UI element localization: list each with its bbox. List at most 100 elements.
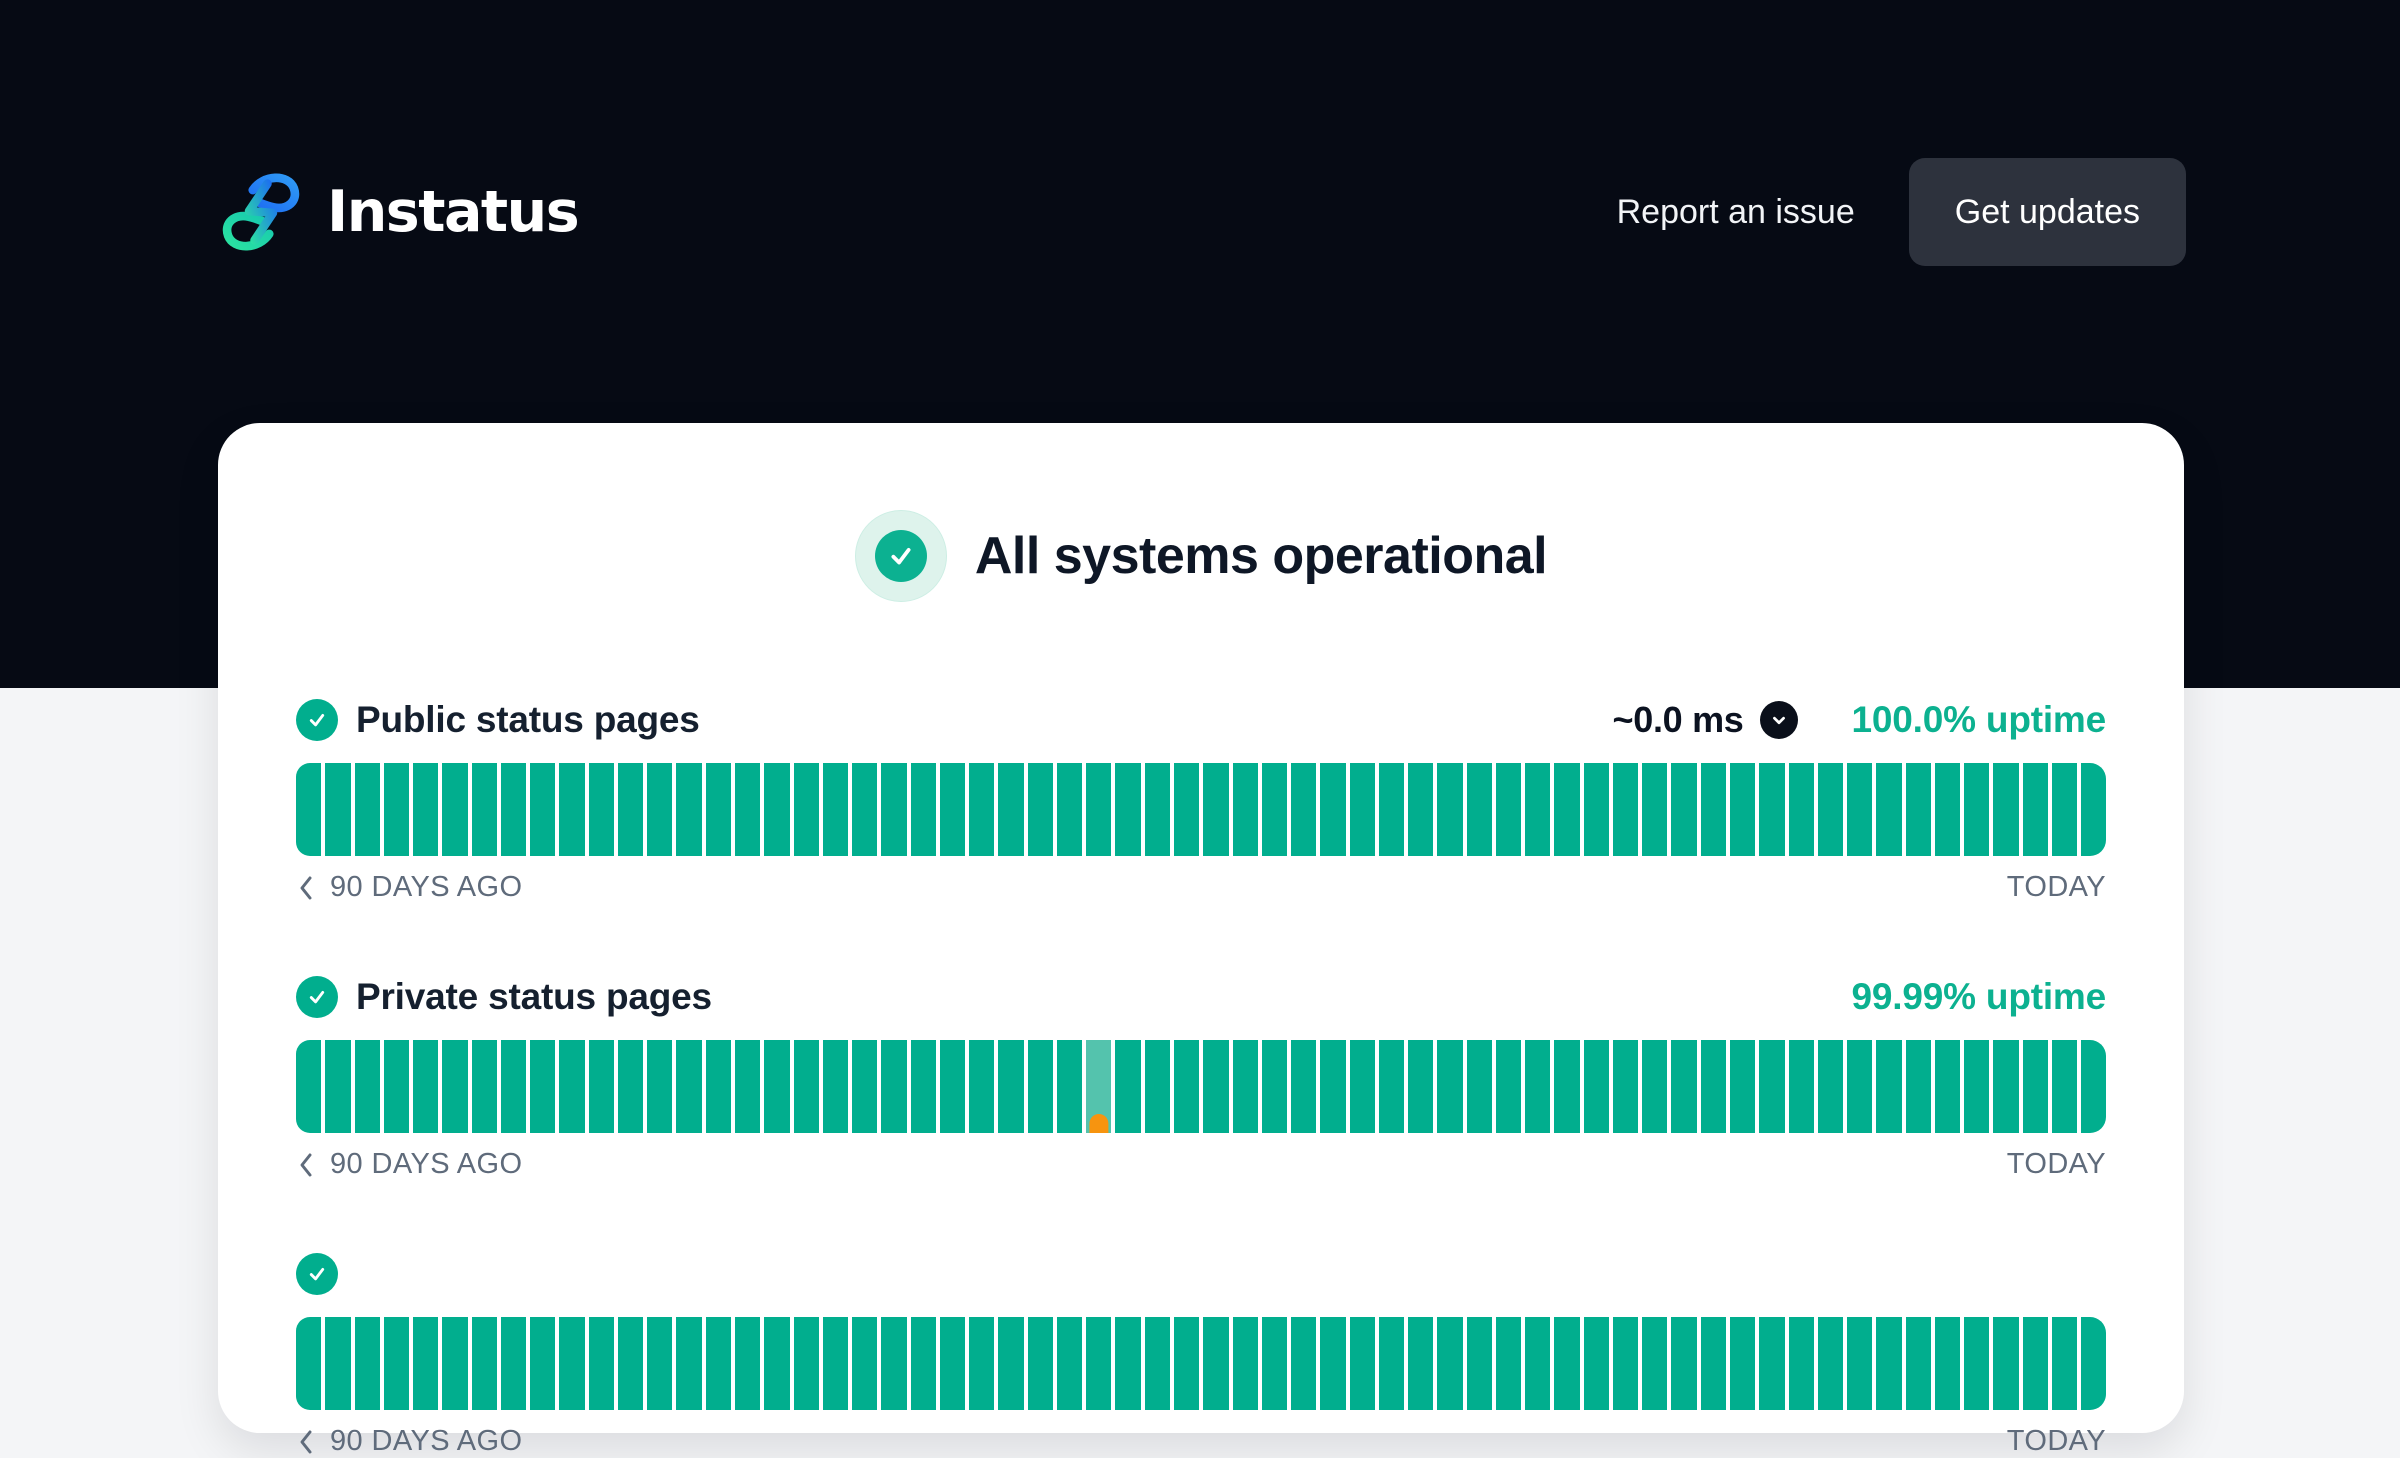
uptime-bar-segment[interactable] xyxy=(1320,763,1346,856)
uptime-bar-segment[interactable] xyxy=(1261,1317,1288,1410)
uptime-bar-segment[interactable] xyxy=(647,763,673,856)
uptime-bar-segment[interactable] xyxy=(1086,763,1112,856)
uptime-bar-segment[interactable] xyxy=(705,763,731,856)
uptime-bar-segment[interactable] xyxy=(1408,763,1434,856)
uptime-bar-segment[interactable] xyxy=(1173,763,1200,856)
uptime-bar-segment[interactable] xyxy=(1993,1317,2019,1410)
uptime-bar-segment[interactable] xyxy=(559,1317,585,1410)
uptime-bar-segment[interactable] xyxy=(1495,763,1522,856)
uptime-bar-segment[interactable] xyxy=(617,1040,644,1133)
uptime-bar-segment[interactable] xyxy=(530,763,556,856)
uptime-bar-segment[interactable] xyxy=(734,1317,761,1410)
uptime-bar-segment[interactable] xyxy=(822,1317,849,1410)
uptime-bar-segment[interactable] xyxy=(1905,1040,1931,1133)
uptime-bar-segment[interactable] xyxy=(1817,763,1844,856)
uptime-bar-segment[interactable] xyxy=(2081,1317,2107,1410)
uptime-bar-segment[interactable] xyxy=(442,1040,468,1133)
uptime-bar-segment[interactable] xyxy=(1027,1317,1053,1410)
uptime-bar-segment[interactable] xyxy=(881,1040,907,1133)
uptime-bar-segment[interactable] xyxy=(1612,763,1639,856)
uptime-bar-segment[interactable] xyxy=(1466,1040,1492,1133)
uptime-bar-segment[interactable] xyxy=(852,1317,878,1410)
uptime-bar-segment[interactable] xyxy=(852,1040,878,1133)
uptime-bar-segment[interactable] xyxy=(764,1317,790,1410)
uptime-bar-segment[interactable] xyxy=(413,1040,439,1133)
uptime-bar-segment[interactable] xyxy=(1525,763,1551,856)
uptime-bar-segment[interactable] xyxy=(1876,1317,1902,1410)
uptime-bar-segment[interactable] xyxy=(1437,1317,1463,1410)
uptime-bar-segment[interactable] xyxy=(588,763,614,856)
uptime-bar-segment[interactable] xyxy=(1320,1040,1346,1133)
uptime-bar-segment[interactable] xyxy=(1291,763,1317,856)
uptime-bar-segment[interactable] xyxy=(1671,1040,1697,1133)
uptime-bar-segment[interactable] xyxy=(2081,763,2107,856)
uptime-bar-segment[interactable] xyxy=(1671,763,1697,856)
uptime-bar-segment[interactable] xyxy=(442,1317,468,1410)
uptime-bar-segment[interactable] xyxy=(1291,1317,1317,1410)
uptime-bar-segment[interactable] xyxy=(2022,1040,2048,1133)
uptime-bar-segment[interactable] xyxy=(881,763,907,856)
uptime-bar-segment[interactable] xyxy=(764,1040,790,1133)
uptime-bar-segment[interactable] xyxy=(383,763,410,856)
uptime-bar-segment[interactable] xyxy=(588,1040,614,1133)
uptime-bar-segment[interactable] xyxy=(1232,1040,1258,1133)
uptime-bar-segment[interactable] xyxy=(1349,1317,1375,1410)
uptime-bar-segment[interactable] xyxy=(1173,1040,1200,1133)
uptime-bar-segment[interactable] xyxy=(910,1040,936,1133)
uptime-bar-segment[interactable] xyxy=(1086,1317,1112,1410)
uptime-bar-segment[interactable] xyxy=(910,763,936,856)
uptime-bar-segment[interactable] xyxy=(734,1040,761,1133)
uptime-bar-segment[interactable] xyxy=(1144,1040,1170,1133)
uptime-bar-segment[interactable] xyxy=(296,763,322,856)
uptime-bar-segment[interactable] xyxy=(500,1040,527,1133)
uptime-bar-segment[interactable] xyxy=(383,1040,410,1133)
uptime-bar-segment[interactable] xyxy=(1905,763,1931,856)
uptime-bar-segment[interactable] xyxy=(1525,1317,1551,1410)
uptime-bar-segment[interactable] xyxy=(325,1040,351,1133)
uptime-bar-segment[interactable] xyxy=(676,1040,702,1133)
uptime-bar-segment[interactable] xyxy=(1700,1040,1727,1133)
uptime-bar-segment[interactable] xyxy=(1700,1317,1727,1410)
uptime-bar-segment[interactable] xyxy=(354,763,380,856)
uptime-bar-segment[interactable] xyxy=(1349,1040,1375,1133)
uptime-bar-segment[interactable] xyxy=(413,763,439,856)
uptime-bar-segment[interactable] xyxy=(734,763,761,856)
uptime-bar-segment[interactable] xyxy=(2081,1040,2107,1133)
uptime-bar-segment[interactable] xyxy=(530,1317,556,1410)
uptime-bar-segment[interactable] xyxy=(647,1040,673,1133)
uptime-bar-segment[interactable] xyxy=(559,1040,585,1133)
uptime-bar-segment[interactable] xyxy=(1203,763,1229,856)
uptime-bar-segment[interactable] xyxy=(1437,1040,1463,1133)
uptime-bar-segment[interactable] xyxy=(1261,763,1288,856)
uptime-bar-segment[interactable] xyxy=(2022,763,2048,856)
history-back-link[interactable]: 90 DAYS AGO xyxy=(296,1148,522,1181)
report-an-issue-link[interactable]: Report an issue xyxy=(1616,192,1855,231)
uptime-bar-segment[interactable] xyxy=(500,763,527,856)
uptime-bar-segment[interactable] xyxy=(939,1040,966,1133)
history-back-link[interactable]: 90 DAYS AGO xyxy=(296,1425,522,1458)
uptime-bar-segment[interactable] xyxy=(998,1317,1024,1410)
uptime-bar-segment[interactable] xyxy=(1934,1317,1961,1410)
uptime-bar-segment[interactable] xyxy=(1261,1040,1288,1133)
uptime-bar-segment[interactable] xyxy=(1642,1040,1668,1133)
uptime-bar-segment[interactable] xyxy=(1583,1317,1609,1410)
uptime-bar-segment[interactable] xyxy=(296,1040,322,1133)
uptime-bar-segment[interactable] xyxy=(998,1040,1024,1133)
uptime-bar-segment[interactable] xyxy=(2051,1317,2078,1410)
uptime-bar-segment[interactable] xyxy=(1583,763,1609,856)
get-updates-button[interactable]: Get updates xyxy=(1908,158,2186,266)
uptime-bar-segment[interactable] xyxy=(881,1317,907,1410)
uptime-bar-segment[interactable] xyxy=(354,1317,380,1410)
uptime-bar-segment[interactable] xyxy=(442,763,468,856)
uptime-bar-segment[interactable] xyxy=(1144,1317,1170,1410)
uptime-bar-segment[interactable] xyxy=(1115,763,1141,856)
uptime-bar-segment[interactable] xyxy=(1876,763,1902,856)
uptime-bar-segment[interactable] xyxy=(2022,1317,2048,1410)
uptime-bar-segment[interactable] xyxy=(910,1317,936,1410)
uptime-bar-segment[interactable] xyxy=(383,1317,410,1410)
uptime-bar-segment[interactable] xyxy=(1847,763,1873,856)
uptime-bar-segment[interactable] xyxy=(1408,1040,1434,1133)
uptime-bar-segment[interactable] xyxy=(647,1317,673,1410)
uptime-bar-segment[interactable] xyxy=(822,763,849,856)
uptime-bar-segment[interactable] xyxy=(588,1317,614,1410)
